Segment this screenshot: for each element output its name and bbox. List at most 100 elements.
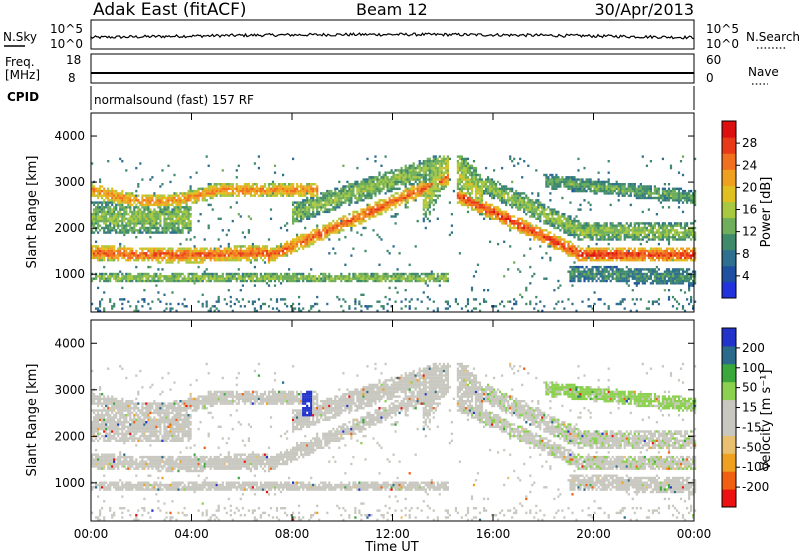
power-cell	[145, 199, 148, 202]
power-cell	[294, 245, 297, 248]
power-cell	[533, 215, 536, 218]
power-cell	[440, 272, 443, 276]
power-cell	[145, 254, 148, 257]
power-cell	[111, 307, 114, 310]
power-cell	[179, 249, 182, 253]
power-cell	[93, 201, 96, 204]
power-cell	[547, 206, 550, 209]
power-cell	[577, 222, 580, 225]
power-cell	[179, 242, 182, 246]
power-cell	[543, 206, 546, 209]
power-cell	[513, 164, 516, 167]
power-cell	[259, 275, 262, 278]
power-cell	[253, 307, 256, 310]
power-cell	[165, 307, 168, 310]
power-cell	[438, 279, 441, 283]
power-cell	[358, 219, 361, 223]
power-cell	[97, 249, 100, 253]
power-cell	[533, 201, 536, 204]
power-cell	[466, 298, 470, 301]
power-cell	[155, 203, 158, 207]
power-cell	[205, 187, 208, 190]
power-cell	[189, 208, 192, 211]
power-cell	[91, 256, 94, 260]
power-cell	[446, 166, 449, 170]
power-cell	[292, 242, 295, 246]
power-cell	[408, 173, 411, 177]
power-cell	[523, 192, 526, 195]
power-cell	[404, 169, 407, 172]
power-cell	[370, 206, 373, 209]
power-cell	[428, 189, 431, 193]
power-cell	[478, 199, 482, 202]
power-cell	[169, 249, 172, 253]
power-cell	[143, 254, 146, 257]
power-cell	[177, 254, 180, 257]
power-cell	[223, 279, 226, 283]
power-cell	[432, 180, 435, 184]
power-cell	[159, 201, 162, 204]
power-cell	[129, 192, 132, 195]
power-cell	[573, 233, 576, 237]
power-cell	[241, 298, 244, 301]
power-cell	[211, 272, 214, 276]
power-cell	[529, 231, 532, 234]
power-cell	[127, 224, 130, 227]
power-cell	[249, 189, 252, 193]
power-cell	[221, 194, 224, 197]
power-cell	[237, 249, 240, 253]
power-cell	[133, 252, 136, 255]
power-cell	[181, 231, 184, 234]
power-cell	[322, 226, 325, 230]
power-cell	[342, 275, 345, 278]
power-cell	[529, 210, 532, 214]
power-cell	[436, 183, 439, 186]
power-cell	[157, 259, 160, 262]
power-cell	[404, 164, 407, 167]
power-cell	[422, 189, 425, 193]
power-cell	[557, 180, 560, 184]
power-cell	[563, 238, 566, 241]
power-cell	[97, 275, 100, 278]
power-cell	[382, 199, 385, 202]
power-cell	[559, 219, 562, 223]
power-cell	[348, 277, 351, 280]
power-cell	[583, 185, 586, 188]
power-cell	[185, 210, 188, 214]
power-cell	[527, 222, 530, 225]
power-cell	[300, 192, 303, 195]
power-cell	[545, 213, 548, 216]
power-cell	[436, 171, 439, 174]
power-cell	[587, 249, 590, 253]
power-cell	[583, 270, 586, 273]
power-cell	[113, 277, 116, 280]
power-cell	[205, 192, 208, 195]
power-cell	[231, 219, 234, 223]
power-cell	[109, 219, 112, 223]
power-cell	[553, 236, 556, 239]
power-cell	[547, 236, 550, 239]
power-cell	[466, 196, 470, 200]
power-cell	[306, 192, 309, 195]
power-cell	[456, 194, 459, 197]
power-cell	[426, 277, 429, 280]
power-cell	[99, 187, 102, 190]
power-cell	[358, 185, 361, 188]
power-cell	[288, 268, 291, 271]
power-cell	[412, 178, 415, 181]
power-cell	[577, 226, 580, 230]
power-cell	[396, 277, 399, 280]
power-cell	[290, 252, 293, 255]
power-cell	[193, 277, 196, 280]
power-cell	[93, 219, 96, 223]
cpid-panel: CPID normalsound (fast) 157 RF	[7, 86, 695, 110]
power-cell	[257, 155, 260, 158]
power-cell	[298, 189, 301, 193]
power-cell	[511, 222, 514, 225]
power-cell	[173, 275, 176, 278]
power-cell	[316, 194, 319, 197]
power-cell	[499, 217, 502, 220]
power-cell	[284, 183, 287, 186]
power-cell	[551, 178, 554, 181]
power-cell	[380, 178, 383, 181]
